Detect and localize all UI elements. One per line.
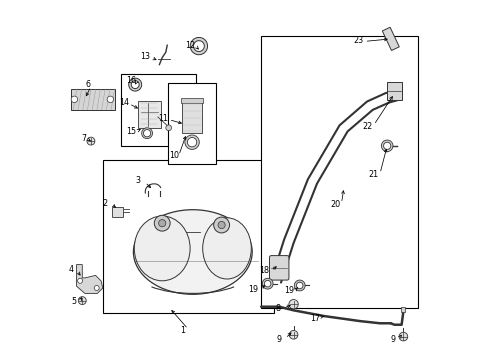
Text: 2: 2	[102, 199, 107, 207]
Circle shape	[399, 332, 408, 341]
Text: 6: 6	[86, 80, 91, 89]
FancyBboxPatch shape	[112, 207, 123, 217]
FancyBboxPatch shape	[103, 160, 274, 313]
Polygon shape	[76, 265, 103, 293]
Circle shape	[166, 125, 171, 131]
Text: 23: 23	[353, 36, 364, 45]
Text: 8: 8	[275, 305, 281, 313]
Text: 21: 21	[369, 170, 379, 179]
Circle shape	[289, 330, 298, 339]
Circle shape	[218, 221, 225, 229]
Polygon shape	[382, 27, 399, 50]
Text: 9: 9	[277, 336, 282, 344]
Text: 4: 4	[69, 266, 74, 275]
Text: 15: 15	[126, 127, 137, 136]
Polygon shape	[401, 307, 405, 312]
Circle shape	[87, 137, 95, 145]
FancyBboxPatch shape	[182, 101, 202, 133]
Text: 5: 5	[72, 297, 76, 306]
Text: 17: 17	[311, 314, 320, 323]
Ellipse shape	[203, 218, 251, 279]
Text: 10: 10	[169, 151, 179, 160]
Text: 11: 11	[158, 114, 168, 123]
FancyBboxPatch shape	[387, 82, 402, 100]
Text: 14: 14	[119, 99, 129, 108]
Text: 19: 19	[284, 287, 294, 295]
FancyBboxPatch shape	[181, 98, 203, 103]
Text: 9: 9	[391, 336, 396, 344]
Text: 16: 16	[126, 76, 136, 85]
Ellipse shape	[133, 210, 252, 294]
Circle shape	[214, 217, 229, 233]
FancyBboxPatch shape	[261, 36, 418, 308]
Text: 20: 20	[330, 200, 340, 209]
FancyBboxPatch shape	[270, 256, 289, 280]
Text: 3: 3	[135, 176, 140, 185]
Text: 12: 12	[185, 41, 195, 50]
Circle shape	[78, 297, 86, 305]
Ellipse shape	[134, 216, 190, 281]
Circle shape	[107, 96, 114, 103]
Text: 13: 13	[140, 53, 150, 62]
Circle shape	[154, 215, 170, 231]
Circle shape	[289, 300, 298, 309]
FancyBboxPatch shape	[121, 74, 196, 146]
FancyBboxPatch shape	[72, 89, 116, 110]
Text: 1: 1	[181, 326, 186, 335]
Circle shape	[71, 96, 77, 103]
Circle shape	[94, 285, 99, 291]
FancyBboxPatch shape	[168, 83, 216, 164]
Text: 7: 7	[81, 135, 86, 144]
Circle shape	[159, 220, 166, 227]
Circle shape	[77, 278, 83, 283]
Text: 18: 18	[259, 266, 270, 275]
Text: 22: 22	[362, 122, 372, 131]
FancyBboxPatch shape	[138, 101, 161, 128]
Text: 19: 19	[248, 285, 259, 294]
